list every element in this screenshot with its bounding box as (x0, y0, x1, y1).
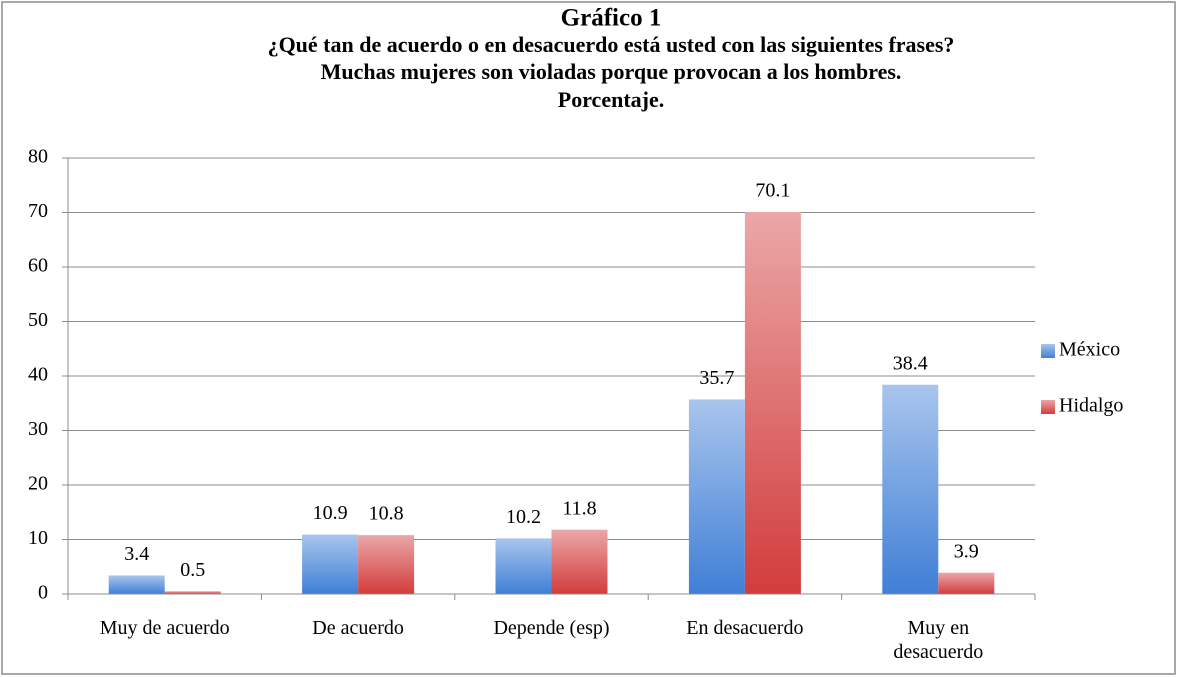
bar (744, 211, 801, 594)
bar (302, 534, 359, 594)
data-label: 10.2 (506, 506, 541, 528)
chart-title: Gráfico 1 (561, 5, 662, 32)
legend-swatch (1041, 400, 1055, 414)
x-tick-label: De acuerdo (312, 617, 404, 639)
x-tick-label: Depende (esp) (493, 617, 610, 639)
data-label: 10.9 (313, 502, 348, 524)
y-tick-label: 0 (38, 582, 48, 604)
x-tick-label: Muy de acuerdo (99, 617, 230, 639)
data-label: 10.8 (369, 503, 404, 525)
y-tick-label: 40 (28, 364, 48, 386)
data-label: 38.4 (893, 352, 928, 374)
bar (688, 399, 745, 594)
bar (164, 591, 221, 594)
bar (108, 575, 165, 594)
chart-title: Muchas mujeres son violadas porque provo… (321, 59, 902, 84)
data-label: 11.8 (562, 497, 596, 519)
bar (938, 572, 995, 594)
chart-title: ¿Qué tan de acuerdo o en desacuerdo está… (268, 32, 955, 57)
bar (495, 538, 552, 594)
x-tick-label: Muy en desacuerdo (893, 617, 984, 663)
y-tick-label: 50 (28, 309, 48, 331)
bar (358, 535, 415, 594)
legend-label: México (1059, 339, 1120, 361)
chart-title: Porcentaje. (558, 87, 665, 112)
bar (551, 529, 608, 594)
y-tick-label: 20 (28, 473, 48, 495)
y-tick-label: 30 (28, 418, 48, 440)
y-tick-label: 10 (28, 527, 48, 549)
legend-label: Hidalgo (1059, 395, 1123, 417)
data-label: 3.4 (124, 543, 149, 565)
y-tick-label: 80 (28, 146, 48, 168)
y-tick-label: 60 (28, 255, 48, 277)
y-tick-label: 70 (28, 200, 48, 222)
bar (882, 384, 939, 594)
legend-swatch (1041, 344, 1055, 358)
data-label: 3.9 (954, 540, 979, 562)
data-label: 70.1 (755, 180, 790, 202)
data-label: 35.7 (699, 367, 734, 389)
data-label: 0.5 (180, 559, 205, 581)
x-tick-label: En desacuerdo (686, 617, 804, 639)
